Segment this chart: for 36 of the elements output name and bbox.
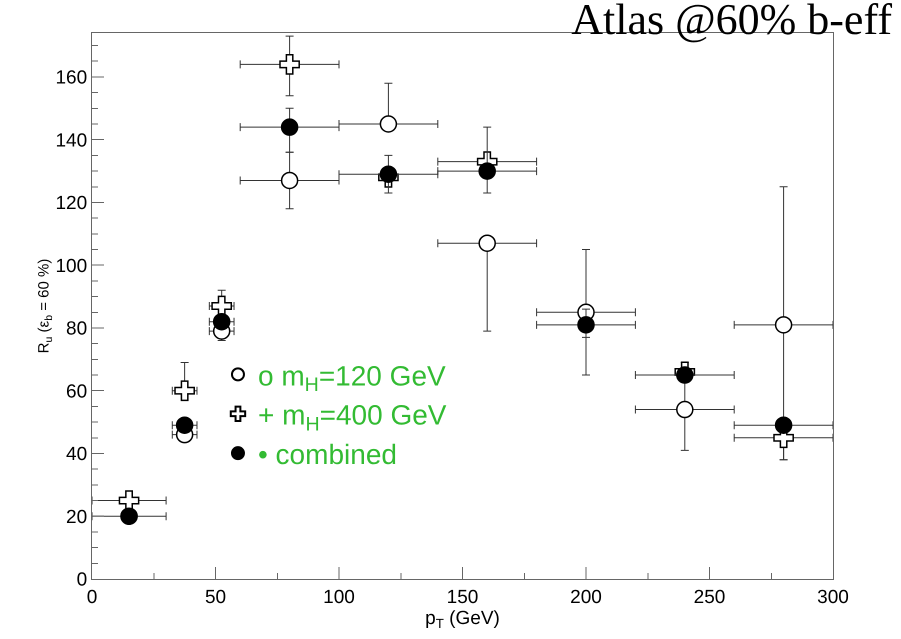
legend-label: + m$_{H}$=400 GeV (258, 400, 447, 436)
point (676, 400, 694, 418)
y-tick-label: 100 (55, 256, 88, 277)
legend-label: o m$_{H}$=120 GeV (258, 360, 446, 396)
point (676, 366, 694, 384)
point (774, 316, 792, 334)
point (478, 234, 496, 252)
point (280, 172, 298, 190)
y-tick-label: 120 (55, 193, 88, 214)
x-tick-label: 100 (323, 586, 355, 608)
x-axis-title: p$_{T}$ (GeV) (425, 608, 500, 631)
x-tick-label: 50 (204, 586, 226, 608)
x-tick-label: 200 (570, 586, 602, 608)
y-tick-label: 80 (66, 318, 88, 340)
y-tick-label: 40 (66, 444, 88, 466)
point (174, 380, 195, 402)
x-tick-label: 250 (694, 586, 726, 608)
point (279, 54, 300, 75)
point (380, 115, 398, 133)
chart-title: Atlas @60% b-eff (571, 0, 892, 44)
x-tick-label: 150 (446, 586, 478, 608)
point (577, 316, 595, 334)
point (774, 416, 792, 434)
point (211, 296, 232, 316)
y-tick-label: 20 (66, 506, 88, 528)
x-tick-label: 300 (817, 586, 849, 608)
point (280, 118, 298, 136)
y-tick-label: 140 (55, 130, 88, 152)
point (212, 312, 230, 330)
point (380, 165, 398, 183)
legend-label: • combined (258, 439, 397, 470)
y-tick-label: 60 (66, 381, 88, 402)
y-tick-label: 160 (55, 68, 88, 89)
point (478, 162, 496, 180)
y-tick-label: 0 (76, 570, 88, 591)
point (176, 416, 194, 434)
